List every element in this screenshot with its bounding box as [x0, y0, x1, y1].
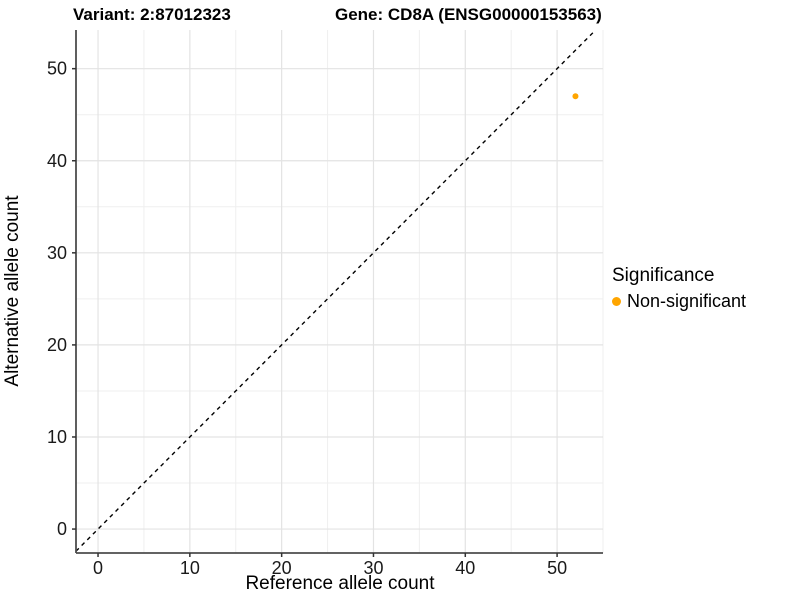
y-tick-label: 10: [47, 427, 67, 447]
legend: Significance Non-significant: [612, 265, 746, 312]
x-tick-label: 50: [547, 558, 567, 578]
y-tick-label: 50: [47, 59, 67, 79]
x-tick-label: 0: [93, 558, 103, 578]
x-tick-label: 10: [180, 558, 200, 578]
legend-title: Significance: [612, 265, 715, 286]
y-tick-label: 40: [47, 151, 67, 171]
legend-point-icon: [612, 297, 621, 306]
x-tick-label: 30: [363, 558, 383, 578]
x-tick-label: 20: [272, 558, 292, 578]
y-axis-title: Alternative allele count: [2, 195, 23, 387]
x-tick-label: 40: [455, 558, 475, 578]
y-tick-label: 0: [57, 519, 67, 539]
variant-title: Variant: 2:87012323: [73, 5, 231, 24]
data-point: [572, 93, 579, 100]
gene-title: Gene: CD8A (ENSG00000153563): [335, 5, 602, 24]
y-tick-label: 30: [47, 243, 67, 263]
legend-item: Non-significant: [612, 291, 746, 312]
identity-dashed-line: [75, 29, 597, 552]
legend-item-label: Non-significant: [627, 291, 747, 311]
x-axis-title: Reference allele count: [245, 573, 435, 594]
y-tick-label: 20: [47, 335, 67, 355]
